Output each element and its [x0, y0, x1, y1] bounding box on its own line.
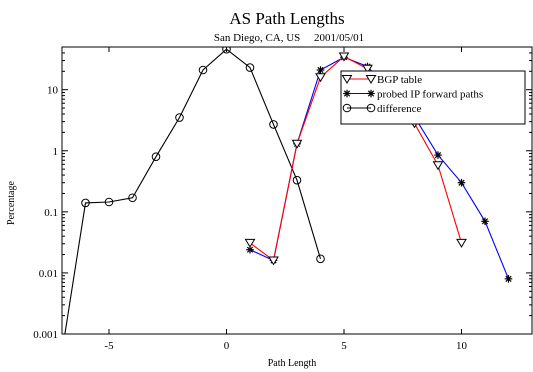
legend-marker-left-0: [341, 75, 353, 84]
y-tick-label-2: 0.1: [44, 207, 58, 219]
chart-subtitle: San Diego, CA, US 2001/05/01: [214, 32, 364, 44]
series-2-point-8: [245, 63, 255, 72]
y-tick-label-1: 0.01: [39, 268, 58, 280]
series-2-point-1: [81, 198, 90, 208]
series-1-point-9: [457, 178, 466, 187]
legend-marker-left-1: [343, 89, 351, 98]
legend-marker-right-0: [365, 75, 377, 84]
series-2-point-0: [58, 349, 66, 357]
series-2-point-9: [269, 120, 278, 129]
plot-frame: [61, 46, 533, 335]
series-1-point-3: [316, 66, 325, 74]
series-0-point-0: [244, 238, 256, 248]
y-tick-label-4: 10: [47, 85, 59, 97]
legend-marker-left-2: [342, 103, 352, 113]
x-tick-label-3: 10: [456, 340, 468, 352]
y-tick-label-0: 0.001: [33, 329, 58, 341]
x-tick-label-1: 0: [224, 340, 230, 352]
series-2-point-6: [198, 65, 208, 75]
x-tick-label-2: 5: [341, 340, 347, 352]
legend-marker-right-1: [367, 89, 375, 98]
x-axis-label: Path Length: [268, 358, 317, 369]
series-1-point-10: [481, 217, 489, 226]
x-tick-label-0: -5: [104, 340, 114, 352]
series-1-point-11: [504, 275, 513, 283]
y-tick-label-3: 1: [53, 146, 59, 158]
chart-title: AS Path Lengths: [229, 9, 344, 28]
series-0-point-4: [338, 52, 350, 62]
legend-label-0: BGP table: [377, 74, 422, 86]
series-1-point-8: [434, 151, 442, 159]
series-2-point-11: [316, 254, 325, 264]
series-0-point-3: [315, 73, 326, 83]
series-2-point-4: [151, 152, 161, 161]
series-0-point-2: [291, 139, 303, 149]
series-2: [58, 47, 325, 357]
series-2-point-3: [128, 193, 137, 203]
series-0-point-1: [268, 256, 279, 266]
series-line-2: [64, 48, 322, 334]
series-0-point-5: [362, 64, 373, 74]
series-2-point-7: [222, 47, 231, 54]
legend-marker-right-2: [366, 103, 376, 113]
series-line-0: [249, 55, 463, 262]
y-axis-ticks: 0.001 0.01 0.1 1 10: [33, 46, 532, 341]
legend-label-2: difference: [377, 103, 421, 115]
series-2-point-5: [175, 113, 184, 122]
legend: BGP table probed IP forward paths differen…: [340, 70, 526, 125]
series-2-point-2: [104, 197, 114, 207]
series-2-point-10: [292, 175, 302, 185]
legend-label-1: probed IP forward paths: [377, 89, 483, 101]
series-0-point-9: [456, 238, 467, 248]
y-axis-label: Percentage: [6, 181, 17, 225]
series-0-point-8: [432, 161, 444, 171]
